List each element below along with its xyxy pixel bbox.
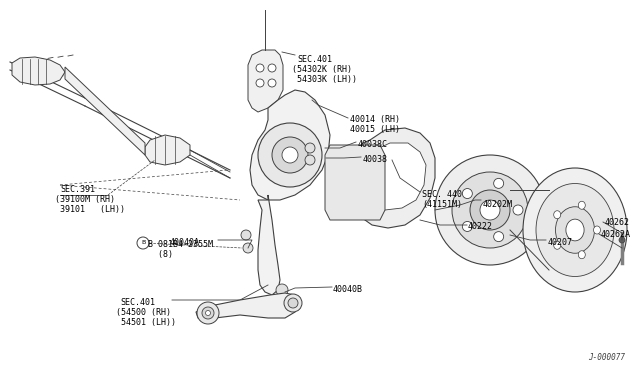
Circle shape [268,64,276,72]
Circle shape [470,190,510,230]
Text: 40040A: 40040A [170,238,200,247]
Polygon shape [65,67,145,155]
Circle shape [305,155,315,165]
Circle shape [435,155,545,265]
Circle shape [513,205,523,215]
Polygon shape [250,90,330,200]
Circle shape [462,189,472,199]
Polygon shape [145,135,190,165]
Circle shape [202,307,214,319]
Circle shape [305,143,315,153]
Circle shape [243,243,253,253]
Circle shape [288,298,298,308]
Circle shape [493,232,504,242]
Text: B 081B4-2355M: B 081B4-2355M [148,240,213,249]
Text: 40038: 40038 [363,155,388,164]
Text: (41151M): (41151M) [422,200,462,209]
Text: B: B [141,241,145,246]
Text: J-000077: J-000077 [588,353,625,362]
Polygon shape [348,128,435,228]
Text: 40207: 40207 [548,238,573,247]
Ellipse shape [554,211,561,219]
Circle shape [256,64,264,72]
Circle shape [258,123,322,187]
Ellipse shape [554,241,561,249]
Text: (39100M (RH): (39100M (RH) [55,195,115,204]
Circle shape [256,79,264,87]
Text: 40015 (LH): 40015 (LH) [350,125,400,134]
Circle shape [268,79,276,87]
Polygon shape [360,143,426,210]
Ellipse shape [536,183,614,276]
Circle shape [619,237,625,243]
Text: 40222: 40222 [468,222,493,231]
Ellipse shape [593,226,600,234]
Circle shape [205,311,211,315]
Text: SEC.391: SEC.391 [60,185,95,194]
Text: 40040B: 40040B [333,285,363,294]
Circle shape [480,200,500,220]
Text: 40014 (RH): 40014 (RH) [350,115,400,124]
Circle shape [241,230,251,240]
Text: (54500 (RH): (54500 (RH) [116,308,171,317]
Polygon shape [12,57,65,85]
Text: 54303K (LH)): 54303K (LH)) [292,75,357,84]
Polygon shape [325,145,385,220]
Text: 39101   (LH)): 39101 (LH)) [55,205,125,214]
Circle shape [452,172,528,248]
Circle shape [284,294,302,312]
Text: SEC. 440: SEC. 440 [422,190,462,199]
Circle shape [493,178,504,188]
Circle shape [197,302,219,324]
Text: (8): (8) [148,250,173,259]
Circle shape [276,284,288,296]
Text: 40038C: 40038C [358,140,388,149]
Text: 54501 (LH)): 54501 (LH)) [116,318,176,327]
Polygon shape [196,293,298,320]
Ellipse shape [523,168,627,292]
Circle shape [272,137,308,173]
Polygon shape [248,50,283,112]
Ellipse shape [579,201,586,209]
Text: SEC.401: SEC.401 [297,55,332,64]
Circle shape [282,147,298,163]
Circle shape [137,237,149,249]
Polygon shape [258,195,280,295]
Circle shape [462,221,472,231]
Text: (54302K (RH): (54302K (RH) [292,65,352,74]
Ellipse shape [556,207,595,253]
Text: SEC.401: SEC.401 [120,298,155,307]
Ellipse shape [579,251,586,259]
Text: 40262A: 40262A [601,230,631,239]
Text: 40202M: 40202M [483,200,513,209]
Ellipse shape [566,219,584,241]
Text: 40262: 40262 [605,218,630,227]
